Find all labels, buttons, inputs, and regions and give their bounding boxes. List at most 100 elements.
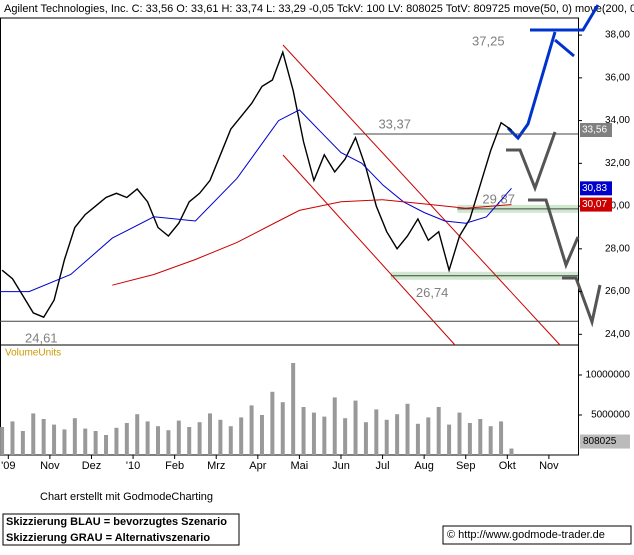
volume-bar (93, 431, 98, 455)
volume-bar (395, 414, 400, 455)
volume-bar (124, 423, 129, 455)
level-label: 29,87 (482, 191, 515, 206)
x-tick-label: Feb (165, 460, 184, 472)
level-label: 24,61 (25, 331, 58, 346)
copyright: © http://www.godmode-trader.de (447, 529, 605, 541)
last-value-label: 33,56 (582, 125, 607, 136)
volume-frame (0, 344, 579, 456)
last-value-label: 30,07 (582, 199, 607, 210)
volume-bar (509, 448, 514, 455)
level-label: 26,74 (416, 285, 449, 300)
volume-bar (405, 403, 410, 455)
volume-bar (197, 422, 202, 455)
volume-bar (83, 428, 88, 455)
x-tick-label: Nov (539, 460, 559, 472)
volume-last-box (580, 434, 630, 449)
volume-bar (62, 429, 67, 455)
volume-bar (426, 417, 431, 455)
series-line (112, 199, 512, 286)
last-value-box (580, 197, 612, 212)
volume-bar (301, 407, 306, 455)
volume-bar (187, 427, 192, 455)
y-tick-label: 38,00 (605, 30, 630, 41)
volume-bar (499, 421, 504, 455)
volume-bar (467, 423, 472, 455)
note: Skizzierung BLAU = bevorzugtes Szenario (6, 516, 227, 528)
x-tick-label: Mai (291, 460, 309, 472)
y-tick-label: 32,00 (605, 158, 630, 169)
note-box (2, 513, 240, 546)
volume-bar (239, 417, 244, 455)
volume-bar (374, 409, 379, 455)
volume-bar (322, 416, 327, 455)
volume-bar (311, 412, 316, 455)
volume-tick-label: 10000000 (586, 370, 631, 381)
volume-bar (207, 413, 212, 455)
volume-bar (104, 435, 109, 455)
y-tick-label: 24,00 (605, 329, 630, 340)
volume-bar (280, 402, 285, 455)
volume-bar (384, 419, 389, 455)
y-tick-label: 30,00 (605, 201, 630, 212)
volume-bar (353, 400, 358, 455)
volume-bar (41, 419, 46, 455)
last-value-label: 30,83 (582, 183, 607, 194)
x-tick-label: '09 (1, 460, 15, 472)
volume-bar (145, 421, 150, 455)
x-tick-label: Apr (249, 460, 266, 472)
x-tick-label: '10 (126, 460, 140, 472)
credit: Chart erstellt mit GodmodeCharting (40, 491, 213, 503)
volume-bar (363, 422, 368, 455)
volume-bar (31, 413, 36, 455)
volume-bar (0, 427, 5, 455)
x-tick-label: Mrz (207, 460, 225, 472)
series-line (0, 109, 512, 293)
level-label: 33,37 (378, 116, 411, 131)
scenario-grey (506, 131, 602, 328)
x-tick-label: Sep (456, 460, 476, 472)
y-tick-label: 26,00 (605, 286, 630, 297)
volume-bar (447, 424, 452, 455)
scenario-blue (506, 4, 600, 141)
volume-bar (436, 407, 441, 455)
y-tick-label: 28,00 (605, 243, 630, 254)
x-tick-label: Aug (414, 460, 434, 472)
volume-bar (10, 421, 15, 455)
volume-bar (166, 430, 171, 455)
channel-line (282, 154, 456, 346)
volume-bar (135, 414, 140, 455)
x-tick-label: Jul (376, 460, 390, 472)
volume-bar (415, 423, 420, 455)
volume-tick-label: 5000000 (591, 410, 630, 421)
level-label: 37,25 (472, 34, 505, 49)
volume-bar (20, 431, 25, 455)
volume-bar (488, 426, 493, 455)
volume-bar (176, 420, 181, 455)
volume-bar (343, 418, 348, 455)
volume-label: VolumeUnits (5, 348, 61, 359)
volume-bar (156, 426, 161, 455)
x-tick-label: Nov (40, 460, 60, 472)
volume-bar (457, 412, 462, 455)
channel-line (282, 44, 561, 346)
volume-bar (478, 419, 483, 455)
volume-bar (249, 405, 254, 455)
volume-bar (218, 419, 223, 455)
volume-bar (114, 427, 119, 455)
chart-title: Agilent Technologies, Inc. C: 33,56 O: 3… (4, 3, 634, 15)
volume-bar (259, 415, 264, 455)
y-tick-label: 36,00 (605, 72, 630, 83)
volume-last-label: 808025 (583, 436, 617, 447)
copyright-box (442, 525, 632, 545)
last-value-box (580, 181, 612, 196)
volume-bar (228, 426, 233, 455)
volume-bar (52, 424, 57, 455)
volume-bar (332, 397, 337, 455)
x-tick-label: Jun (332, 460, 350, 472)
y-tick-label: 34,00 (605, 115, 630, 126)
series-line (1, 49, 512, 319)
x-tick-label: Okt (499, 460, 516, 472)
volume-bar (72, 418, 77, 455)
note: Skizzierung GRAU = Alternativszenario (6, 532, 210, 544)
